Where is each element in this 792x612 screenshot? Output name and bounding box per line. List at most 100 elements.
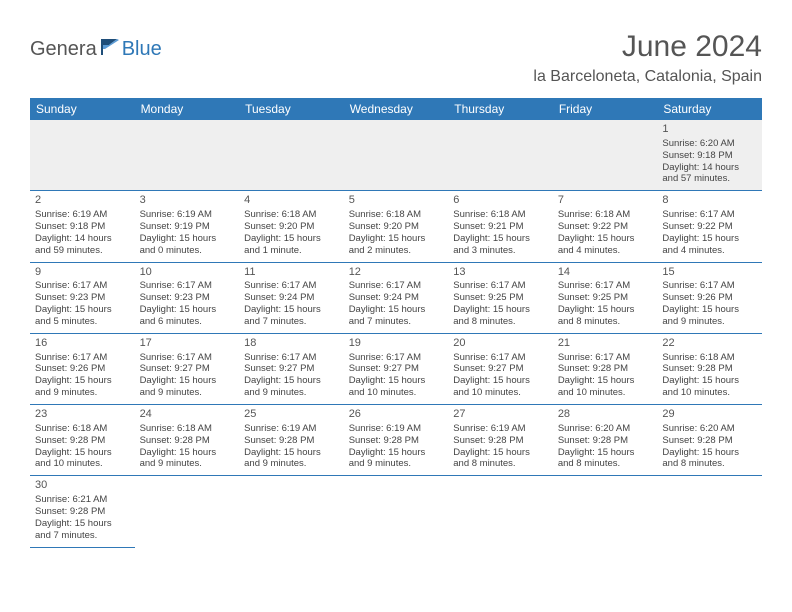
weekday-header: Wednesday <box>344 98 449 120</box>
sunset-text: Sunset: 9:18 PM <box>35 221 130 233</box>
calendar-day-cell: 19Sunrise: 6:17 AMSunset: 9:27 PMDayligh… <box>344 333 449 404</box>
sunset-text: Sunset: 9:24 PM <box>349 292 444 304</box>
calendar-day-cell: 10Sunrise: 6:17 AMSunset: 9:23 PMDayligh… <box>135 262 240 333</box>
sunrise-text: Sunrise: 6:19 AM <box>140 209 235 221</box>
calendar-day-cell: 17Sunrise: 6:17 AMSunset: 9:27 PMDayligh… <box>135 333 240 404</box>
calendar-day-cell: 20Sunrise: 6:17 AMSunset: 9:27 PMDayligh… <box>448 333 553 404</box>
sunrise-text: Sunrise: 6:17 AM <box>349 352 444 364</box>
sunset-text: Sunset: 9:28 PM <box>662 435 757 447</box>
calendar-day-cell: 2Sunrise: 6:19 AMSunset: 9:18 PMDaylight… <box>30 191 135 262</box>
sunrise-text: Sunrise: 6:18 AM <box>453 209 548 221</box>
sunrise-text: Sunrise: 6:17 AM <box>662 280 757 292</box>
sunrise-text: Sunrise: 6:17 AM <box>140 352 235 364</box>
day-number: 14 <box>558 266 653 280</box>
calendar-body: 1Sunrise: 6:20 AMSunset: 9:18 PMDaylight… <box>30 120 762 547</box>
sunrise-text: Sunrise: 6:17 AM <box>453 352 548 364</box>
sunrise-text: Sunrise: 6:17 AM <box>558 280 653 292</box>
sunset-text: Sunset: 9:26 PM <box>662 292 757 304</box>
sunset-text: Sunset: 9:28 PM <box>558 363 653 375</box>
daylight-text: Daylight: 15 hours and 3 minutes. <box>453 233 548 257</box>
sunset-text: Sunset: 9:25 PM <box>453 292 548 304</box>
calendar-week-row: 1Sunrise: 6:20 AMSunset: 9:18 PMDaylight… <box>30 120 762 191</box>
day-number: 5 <box>349 194 444 208</box>
calendar-week-row: 9Sunrise: 6:17 AMSunset: 9:23 PMDaylight… <box>30 262 762 333</box>
calendar-day-cell: 6Sunrise: 6:18 AMSunset: 9:21 PMDaylight… <box>448 191 553 262</box>
sunset-text: Sunset: 9:27 PM <box>453 363 548 375</box>
day-number: 27 <box>453 408 548 422</box>
day-number: 30 <box>35 479 130 493</box>
calendar-table: Sunday Monday Tuesday Wednesday Thursday… <box>30 98 762 548</box>
day-number: 11 <box>244 266 339 280</box>
daylight-text: Daylight: 14 hours and 57 minutes. <box>662 162 757 186</box>
calendar-day-cell: 21Sunrise: 6:17 AMSunset: 9:28 PMDayligh… <box>553 333 658 404</box>
logo-text-part1: Genera <box>30 38 97 61</box>
sunrise-text: Sunrise: 6:20 AM <box>662 138 757 150</box>
sunrise-text: Sunrise: 6:19 AM <box>35 209 130 221</box>
sunrise-text: Sunrise: 6:17 AM <box>453 280 548 292</box>
calendar-day-cell: 4Sunrise: 6:18 AMSunset: 9:20 PMDaylight… <box>239 191 344 262</box>
calendar-day-cell: 23Sunrise: 6:18 AMSunset: 9:28 PMDayligh… <box>30 405 135 476</box>
calendar-day-cell <box>239 476 344 547</box>
daylight-text: Daylight: 15 hours and 9 minutes. <box>662 304 757 328</box>
calendar-week-row: 30Sunrise: 6:21 AMSunset: 9:28 PMDayligh… <box>30 476 762 547</box>
sunset-text: Sunset: 9:18 PM <box>662 150 757 162</box>
title-block: June 2024 la Barceloneta, Catalonia, Spa… <box>533 30 762 86</box>
daylight-text: Daylight: 15 hours and 9 minutes. <box>244 447 339 471</box>
weekday-header: Tuesday <box>239 98 344 120</box>
day-number: 18 <box>244 337 339 351</box>
calendar-day-cell: 26Sunrise: 6:19 AMSunset: 9:28 PMDayligh… <box>344 405 449 476</box>
day-number: 1 <box>662 123 757 137</box>
day-number: 25 <box>244 408 339 422</box>
day-number: 13 <box>453 266 548 280</box>
daylight-text: Daylight: 14 hours and 59 minutes. <box>35 233 130 257</box>
weekday-header: Saturday <box>657 98 762 120</box>
daylight-text: Daylight: 15 hours and 2 minutes. <box>349 233 444 257</box>
logo-text-part2: Blue <box>122 38 162 61</box>
daylight-text: Daylight: 15 hours and 1 minute. <box>244 233 339 257</box>
sunrise-text: Sunrise: 6:17 AM <box>35 280 130 292</box>
daylight-text: Daylight: 15 hours and 8 minutes. <box>558 304 653 328</box>
calendar-day-cell <box>657 476 762 547</box>
calendar-page: Genera Blue June 2024 la Barceloneta, Ca… <box>0 0 792 568</box>
weekday-header: Thursday <box>448 98 553 120</box>
sunrise-text: Sunrise: 6:18 AM <box>558 209 653 221</box>
calendar-day-cell: 14Sunrise: 6:17 AMSunset: 9:25 PMDayligh… <box>553 262 658 333</box>
day-number: 22 <box>662 337 757 351</box>
daylight-text: Daylight: 15 hours and 7 minutes. <box>349 304 444 328</box>
sunrise-text: Sunrise: 6:18 AM <box>662 352 757 364</box>
calendar-day-cell <box>239 120 344 191</box>
sunrise-text: Sunrise: 6:17 AM <box>349 280 444 292</box>
sunset-text: Sunset: 9:23 PM <box>35 292 130 304</box>
calendar-day-cell <box>553 120 658 191</box>
calendar-day-cell: 25Sunrise: 6:19 AMSunset: 9:28 PMDayligh… <box>239 405 344 476</box>
sunrise-text: Sunrise: 6:19 AM <box>244 423 339 435</box>
calendar-week-row: 2Sunrise: 6:19 AMSunset: 9:18 PMDaylight… <box>30 191 762 262</box>
sunrise-text: Sunrise: 6:17 AM <box>140 280 235 292</box>
day-number: 15 <box>662 266 757 280</box>
sunrise-text: Sunrise: 6:19 AM <box>453 423 548 435</box>
day-number: 26 <box>349 408 444 422</box>
day-number: 29 <box>662 408 757 422</box>
calendar-day-cell <box>344 120 449 191</box>
sunset-text: Sunset: 9:20 PM <box>349 221 444 233</box>
calendar-day-cell: 12Sunrise: 6:17 AMSunset: 9:24 PMDayligh… <box>344 262 449 333</box>
weekday-header: Monday <box>135 98 240 120</box>
day-number: 10 <box>140 266 235 280</box>
sunrise-text: Sunrise: 6:18 AM <box>140 423 235 435</box>
daylight-text: Daylight: 15 hours and 5 minutes. <box>35 304 130 328</box>
day-number: 7 <box>558 194 653 208</box>
calendar-day-cell: 9Sunrise: 6:17 AMSunset: 9:23 PMDaylight… <box>30 262 135 333</box>
daylight-text: Daylight: 15 hours and 9 minutes. <box>35 375 130 399</box>
calendar-day-cell: 30Sunrise: 6:21 AMSunset: 9:28 PMDayligh… <box>30 476 135 547</box>
sunrise-text: Sunrise: 6:17 AM <box>35 352 130 364</box>
day-number: 23 <box>35 408 130 422</box>
daylight-text: Daylight: 15 hours and 4 minutes. <box>558 233 653 257</box>
daylight-text: Daylight: 15 hours and 9 minutes. <box>140 447 235 471</box>
day-number: 28 <box>558 408 653 422</box>
sunset-text: Sunset: 9:28 PM <box>453 435 548 447</box>
daylight-text: Daylight: 15 hours and 8 minutes. <box>453 304 548 328</box>
day-number: 21 <box>558 337 653 351</box>
daylight-text: Daylight: 15 hours and 6 minutes. <box>140 304 235 328</box>
day-number: 2 <box>35 194 130 208</box>
sunrise-text: Sunrise: 6:20 AM <box>662 423 757 435</box>
